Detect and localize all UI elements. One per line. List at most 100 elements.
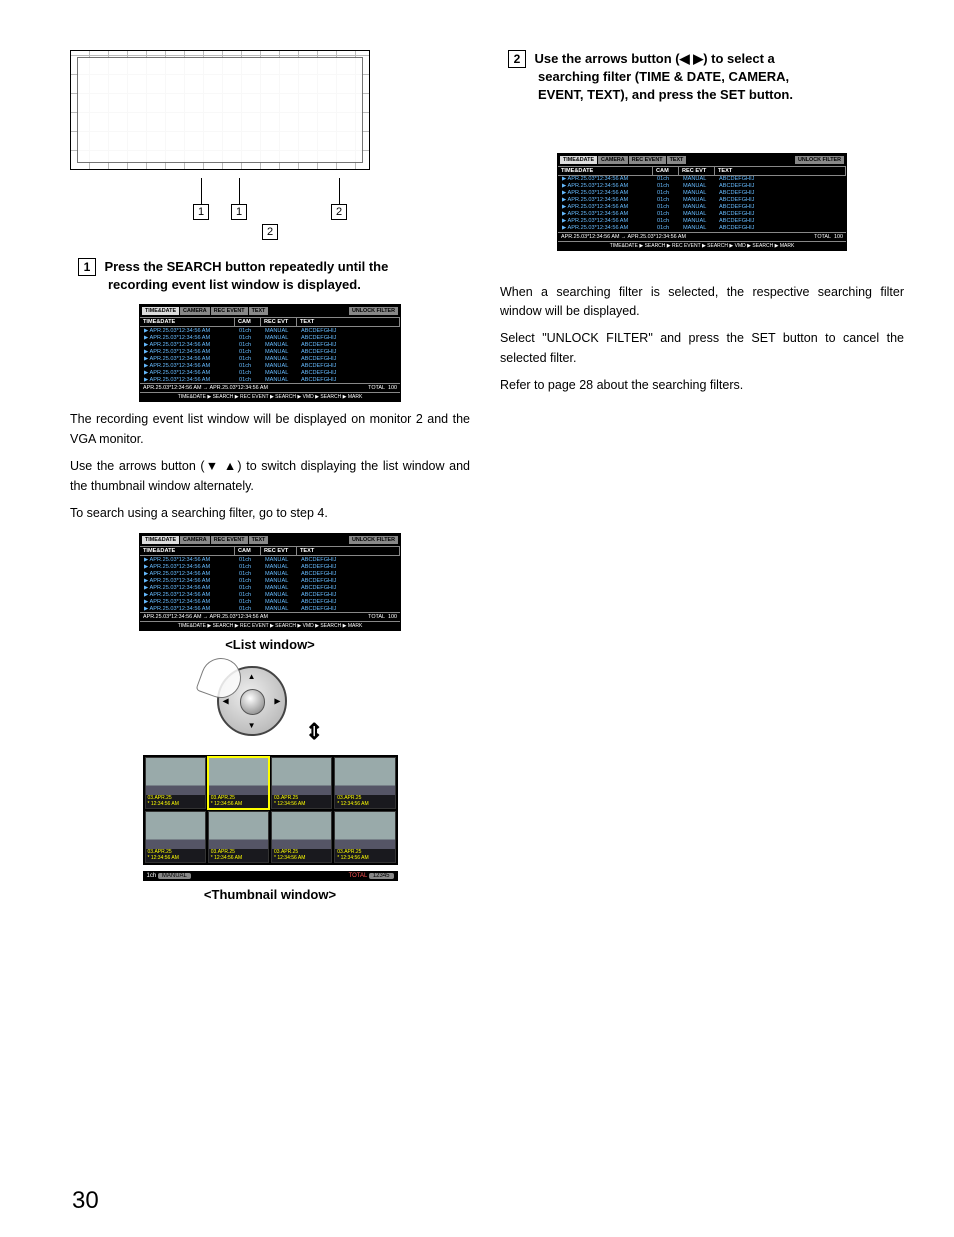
column-headers: TIME&DATE CAM REC EVT TEXT [140,317,400,327]
updown-arrow-icon: ⇕ [305,719,323,745]
callout-box-1b: 1 [231,204,247,220]
table-row: ▶ APR.25.03*12:34:56 AM01chMANUALABCDEFG… [140,591,400,598]
thumbnail-item: 03.APR.25* 12:34:56 AM [334,811,395,863]
table-row: ▶ APR.25.03*12:34:56 AM01chMANUALABCDEFG… [558,183,846,190]
step-2-text-line2: searching filter (TIME & DATE, CAMERA, [508,68,896,86]
thumbnail-item: 03.APR.25* 12:34:56 AM [271,757,332,809]
thumbnail-window: 03.APR.25* 12:34:56 AM 03.APR.25* 12:34:… [143,755,398,865]
callout-box-2b: 2 [262,224,278,240]
tab-recevent: REC EVENT [211,536,248,544]
table-row: ▶ APR.25.03*12:34:56 AM01chMANUALABCDEFG… [140,341,400,348]
table-row: ▶ APR.25.03*12:34:56 AM01chMANUALABCDEFG… [558,204,846,211]
table-row: ▶ APR.25.03*12:34:56 AM01chMANUALABCDEFG… [558,218,846,225]
tab-recevent: REC EVENT [629,156,666,164]
joystick-illustration: ▲ ▼ ▶ ◀ ⇕ [70,666,470,745]
tab-camera: CAMERA [180,536,210,544]
thumbnail-item: 03.APR.25* 12:34:56 AM [145,811,206,863]
body-para-3: To search using a searching filter, go t… [70,504,470,523]
table-row: ▶ APR.25.03*12:34:56 AM01chMANUALABCDEFG… [140,334,400,341]
table-row: ▶ APR.25.03*12:34:56 AM01chMANUALABCDEFG… [558,190,846,197]
date-range: APR.25.03*12:34:56 AM → APR.25.03*12:34:… [143,385,268,391]
hdr-text: TEXT [297,318,400,326]
step-1-number: 1 [78,258,96,276]
table-row: ▶ APR.25.03*12:34:56 AM01chMANUALABCDEFG… [140,577,400,584]
tab-camera: CAMERA [598,156,628,164]
triangle-right-icon: ▶ [274,697,280,706]
tab-unlock-filter: UNLOCK FILTER [795,156,844,164]
hdr-cam: CAM [235,318,261,326]
tab-unlock-filter: UNLOCK FILTER [349,536,398,544]
finger-icon [195,653,246,704]
step-2: 2 Use the arrows button (◀ ▶) to select … [500,50,904,105]
right-para-3: Refer to page 28 about the searching fil… [500,376,904,395]
body-para-1: The recording event list window will be … [70,410,470,449]
list-window-screenshot-2: TIME&DATE CAMERA REC EVENT TEXT UNLOCK F… [139,533,401,631]
joystick-icon: ▲ ▼ ▶ ◀ [217,666,287,736]
right-para-1: When a searching filter is selected, the… [500,283,904,322]
table-row: ▶ APR.25.03*12:34:56 AM01chMANUALABCDEFG… [140,563,400,570]
hdr-timedate: TIME&DATE [140,318,235,326]
table-row: ▶ APR.25.03*12:34:56 AM01chMANUALABCDEFG… [140,570,400,577]
thumb-total-label: TOTAL [349,873,368,879]
list-window-caption: <List window> [70,637,470,652]
thumbnail-item: 03.APR.25* 12:34:56 AM [271,811,332,863]
right-para-2: Select "UNLOCK FILTER" and press the SET… [500,329,904,368]
callout-box-1: 1 [193,204,209,220]
step-2-text-line3: EVENT, TEXT), and press the SET button. [508,86,896,104]
panel-illustration [70,50,370,170]
triangle-up-icon: ▲ [248,672,256,681]
table-row: ▶ APR.25.03*12:34:56 AM01chMANUALABCDEFG… [558,176,846,183]
thumb-count: 12345 [369,873,394,879]
diagram-callouts: 1 1 2 [70,178,470,220]
list-window-screenshot-1: TIME&DATE CAMERA REC EVENT TEXT UNLOCK F… [139,304,401,402]
tab-timedate: TIME&DATE [142,536,179,544]
table-row: ▶ APR.25.03*12:34:56 AM01chMANUALABCDEFG… [140,605,400,612]
filter-tabs: TIME&DATE CAMERA REC EVENT TEXT UNLOCK F… [140,305,400,317]
thumbnail-item: 03.APR.25* 12:34:56 AM [334,757,395,809]
table-row: ▶ APR.25.03*12:34:56 AM01chMANUALABCDEFG… [558,197,846,204]
thumbnail-window-caption: <Thumbnail window> [70,887,470,902]
table-row: ▶ APR.25.03*12:34:56 AM01chMANUALABCDEFG… [558,225,846,232]
table-row: ▶ APR.25.03*12:34:56 AM01chMANUALABCDEFG… [140,376,400,383]
step-1: 1 Press the SEARCH button repeatedly unt… [70,258,470,294]
table-row: ▶ APR.25.03*12:34:56 AM01chMANUALABCDEFG… [140,598,400,605]
step-2-text-line1: Use the arrows button (◀ ▶) to select a [534,51,774,66]
body-para-2: Use the arrows button (▼ ▲) to switch di… [70,457,470,496]
callout-box-2: 2 [331,204,347,220]
thumb-ch: 1ch [147,873,157,879]
thumbnail-item: 03.APR.25* 12:34:56 AM [208,811,269,863]
tab-text: TEXT [249,307,269,315]
tab-timedate: TIME&DATE [560,156,597,164]
tab-text: TEXT [249,536,269,544]
footer-range-total: APR.25.03*12:34:56 AM → APR.25.03*12:34:… [140,383,400,392]
hdr-recevt: REC EVT [261,318,297,326]
table-row: ▶ APR.25.03*12:34:56 AM01chMANUALABCDEFG… [140,362,400,369]
breadcrumb: TIME&DATE ▶ SEARCH ▶ REC EVENT ▶ SEARCH … [140,392,400,401]
tab-text: TEXT [667,156,687,164]
thumb-mode: MANUAL [158,873,191,879]
total-value: 100 [388,385,397,391]
event-rows: ▶ APR.25.03*12:34:56 AM01chMANUALABCDEFG… [140,327,400,383]
step-1-text-line1: Press the SEARCH button repeatedly until… [104,259,388,274]
left-column: 1 1 2 2 1 Press the SEARCH button repeat… [70,50,470,916]
tab-unlock-filter: UNLOCK FILTER [349,307,398,315]
table-row: ▶ APR.25.03*12:34:56 AM01chMANUALABCDEFG… [558,211,846,218]
thumbnail-item-selected: 03.APR.25* 12:34:56 AM [208,757,269,809]
step-1-text-line2: recording event list window is displayed… [78,276,462,294]
table-row: ▶ APR.25.03*12:34:56 AM01chMANUALABCDEFG… [140,355,400,362]
table-row: ▶ APR.25.03*12:34:56 AM01chMANUALABCDEFG… [140,584,400,591]
tab-camera: CAMERA [180,307,210,315]
table-row: ▶ APR.25.03*12:34:56 AM01chMANUALABCDEFG… [140,348,400,355]
triangle-left-icon: ◀ [223,697,229,706]
table-row: ▶ APR.25.03*12:34:56 AM01chMANUALABCDEFG… [140,327,400,334]
tab-timedate: TIME&DATE [142,307,179,315]
total-label: TOTAL [368,385,385,391]
control-panel-diagram: 1 1 2 2 [70,50,470,240]
table-row: ▶ APR.25.03*12:34:56 AM01chMANUALABCDEFG… [140,369,400,376]
list-window-screenshot-3: TIME&DATE CAMERA REC EVENT TEXT UNLOCK F… [557,153,847,251]
triangle-down-icon: ▼ [248,721,256,730]
thumbnail-footer: 1ch MANUAL TOTAL 12345 [143,871,398,881]
table-row: ▶ APR.25.03*12:34:56 AM01chMANUALABCDEFG… [140,556,400,563]
tab-recevent: REC EVENT [211,307,248,315]
right-column: 2 Use the arrows button (◀ ▶) to select … [500,50,904,916]
